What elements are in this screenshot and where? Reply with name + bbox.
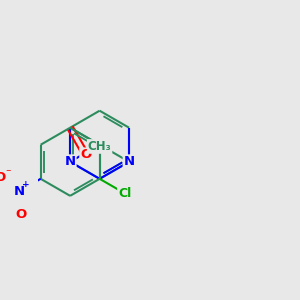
Text: CH₃: CH₃ (88, 140, 112, 153)
Text: O: O (0, 171, 6, 184)
Text: N: N (64, 155, 76, 168)
Text: N: N (124, 155, 135, 168)
Text: ⁻: ⁻ (5, 168, 10, 178)
Text: N: N (14, 184, 25, 198)
Text: O: O (80, 148, 92, 161)
Text: O: O (16, 208, 27, 220)
Text: Cl: Cl (118, 187, 131, 200)
Text: +: + (22, 180, 30, 189)
